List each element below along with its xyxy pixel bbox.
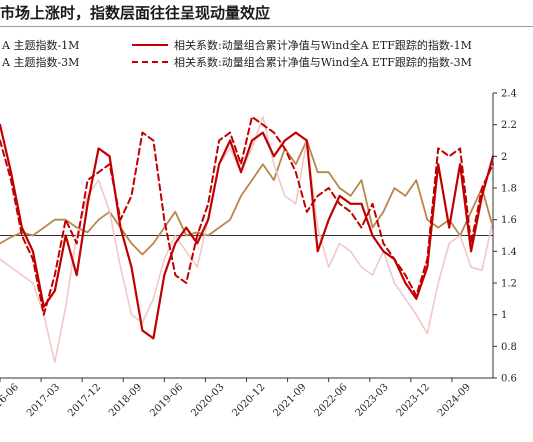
y-tick-label: 1.4 xyxy=(501,247,517,258)
y-tick-label: 2.4 xyxy=(501,89,517,100)
y-tick-label: 0.6 xyxy=(501,374,517,385)
x-tick-label: 2020-03 xyxy=(189,382,226,419)
y-tick-label: 1 xyxy=(501,310,507,321)
y-tick-label: 1.2 xyxy=(501,279,517,290)
x-tick-label: 2021-09 xyxy=(271,382,308,419)
y-tick-label: 2 xyxy=(501,152,507,163)
y-tick-label: 2.2 xyxy=(501,120,517,131)
y-tick-label: 1.6 xyxy=(501,215,517,226)
legend-label: A 主题指数-3M xyxy=(1,55,79,69)
y-tick-label: 0.8 xyxy=(501,342,517,353)
x-tick-label: 2017-03 xyxy=(25,382,62,419)
plot-area xyxy=(0,115,495,363)
legend-label: 相关系数:动量组合累计净值与Wind全A ETF跟踪的指数-3M xyxy=(174,55,472,69)
x-tick-label: 2024-09 xyxy=(436,382,473,419)
legend-label: 相关系数:动量组合累计净值与Wind全A ETF跟踪的指数-1M xyxy=(174,38,472,52)
x-tick-label: 2023-03 xyxy=(354,382,391,419)
x-tick-label: 2016-06 xyxy=(0,382,21,419)
series-line-1 xyxy=(0,139,494,256)
x-tick-label: 2019-06 xyxy=(148,382,185,419)
axis-labels: 0.6 0.8 1 1.2 1.4 1.6 1.8 2 2.2 2.4 2016-06 2017-03… xyxy=(0,89,517,419)
chart-title: 市场上涨时，指数层面往往呈现动量效应 xyxy=(0,4,271,22)
series-line-4 xyxy=(0,115,494,316)
x-tick-label: 2018-09 xyxy=(107,382,144,419)
x-tick-label: 2023-12 xyxy=(395,382,432,419)
legend: A 主题指数-1M A 主题指数-3M 相关系数:动量组合累计净值与Wind全A E… xyxy=(1,38,472,69)
legend-label: A 主题指数-1M xyxy=(1,38,79,52)
y-tick-label: 1.8 xyxy=(501,184,517,195)
series-line-3 xyxy=(0,123,495,340)
x-tick-label: 2017-12 xyxy=(66,382,103,419)
x-tick-label: 2022-06 xyxy=(313,382,350,419)
title-divider xyxy=(0,26,533,27)
x-tick-label: 2020-12 xyxy=(230,382,267,419)
